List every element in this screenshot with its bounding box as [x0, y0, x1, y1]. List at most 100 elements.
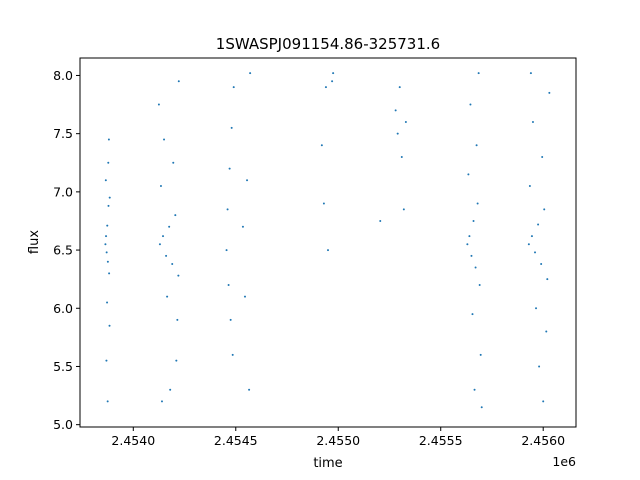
data-point	[107, 161, 110, 164]
y-tick-label: 6.5	[53, 243, 73, 258]
x-axis-offset-label: 1e6	[552, 454, 576, 469]
data-point	[158, 243, 161, 246]
data-point	[106, 260, 109, 263]
data-point	[177, 80, 180, 83]
data-point	[107, 138, 110, 141]
data-point	[157, 103, 160, 106]
data-point	[320, 144, 323, 147]
y-tick-label: 7.5	[53, 126, 73, 141]
plot-frame	[79, 57, 577, 428]
x-tick-label: 2.4550	[316, 433, 360, 448]
data-point	[174, 214, 177, 217]
data-point	[175, 359, 178, 362]
data-point	[159, 185, 162, 188]
data-point	[470, 254, 473, 257]
y-axis-label: flux	[27, 230, 42, 254]
y-tick-label: 6.0	[53, 301, 73, 316]
data-point	[105, 359, 108, 362]
data-point	[379, 219, 382, 222]
data-point	[327, 249, 329, 252]
data-point	[402, 208, 405, 211]
data-point	[473, 388, 476, 391]
data-point	[225, 249, 228, 252]
y-axis: 5.0 5.5 6.0 6.5 7.0 7.5 8.0	[53, 68, 80, 432]
data-point	[322, 202, 325, 205]
data-point	[171, 263, 174, 266]
data-point	[471, 313, 474, 316]
data-point	[230, 126, 233, 129]
data-point	[545, 330, 548, 333]
data-point	[531, 121, 534, 124]
data-point	[232, 86, 235, 89]
data-point	[475, 144, 478, 147]
data-point	[229, 318, 232, 321]
data-point	[106, 301, 109, 304]
x-axis-label: time	[313, 456, 342, 471]
data-point	[241, 225, 244, 228]
x-axis: 2.4540 2.4545 2.4550 2.4555 2.4560	[111, 427, 565, 448]
data-point	[527, 243, 530, 246]
data-point	[537, 223, 540, 226]
data-point	[404, 121, 407, 124]
data-point	[398, 86, 401, 89]
data-point	[160, 400, 163, 403]
data-point	[530, 235, 533, 238]
data-point	[243, 295, 246, 298]
data-point	[474, 266, 477, 269]
x-tick-label: 2.4555	[419, 433, 463, 448]
data-point	[476, 202, 479, 205]
data-point	[177, 274, 180, 277]
data-point	[542, 400, 545, 403]
data-point	[231, 353, 234, 356]
data-point	[168, 225, 171, 228]
data-point	[104, 179, 107, 182]
data-point	[248, 388, 251, 391]
data-point	[466, 243, 469, 246]
data-point	[535, 307, 538, 310]
data-point	[104, 243, 107, 246]
data-point	[548, 91, 551, 94]
data-point	[479, 353, 482, 356]
data-point	[543, 208, 546, 211]
data-point	[226, 208, 229, 211]
data-point	[468, 235, 471, 238]
data-point	[394, 109, 397, 112]
data-point	[541, 155, 544, 158]
data-point	[534, 251, 537, 254]
data-point	[538, 365, 541, 368]
data-point	[400, 155, 403, 158]
data-point	[469, 103, 472, 106]
data-point	[227, 283, 230, 286]
y-tick-label: 8.0	[53, 68, 73, 83]
data-point	[166, 295, 169, 298]
y-tick-label: 5.5	[53, 359, 73, 374]
data-point	[108, 196, 111, 199]
data-point	[106, 224, 109, 227]
data-point	[480, 406, 483, 409]
data-point	[106, 400, 109, 403]
data-point	[165, 254, 168, 257]
y-tick-label: 7.0	[53, 184, 73, 199]
data-point	[108, 272, 111, 275]
data-point	[176, 318, 179, 321]
y-tick-label: 5.0	[53, 417, 73, 432]
data-point	[162, 235, 165, 238]
x-tick-label: 2.4560	[521, 433, 565, 448]
data-point	[331, 80, 334, 83]
data-points	[104, 72, 551, 409]
data-point	[107, 204, 110, 207]
data-point	[478, 283, 481, 286]
data-point	[528, 185, 531, 188]
data-point	[228, 167, 231, 170]
chart-title: 1SWASPJ091154.86-325731.6	[216, 35, 440, 53]
data-point	[540, 263, 543, 266]
data-point	[546, 278, 549, 281]
data-point	[477, 72, 480, 75]
data-point	[467, 173, 470, 176]
data-point	[324, 86, 327, 89]
data-point	[172, 161, 175, 164]
x-tick-label: 2.4540	[111, 433, 155, 448]
data-point	[396, 132, 399, 135]
data-point	[105, 251, 108, 254]
